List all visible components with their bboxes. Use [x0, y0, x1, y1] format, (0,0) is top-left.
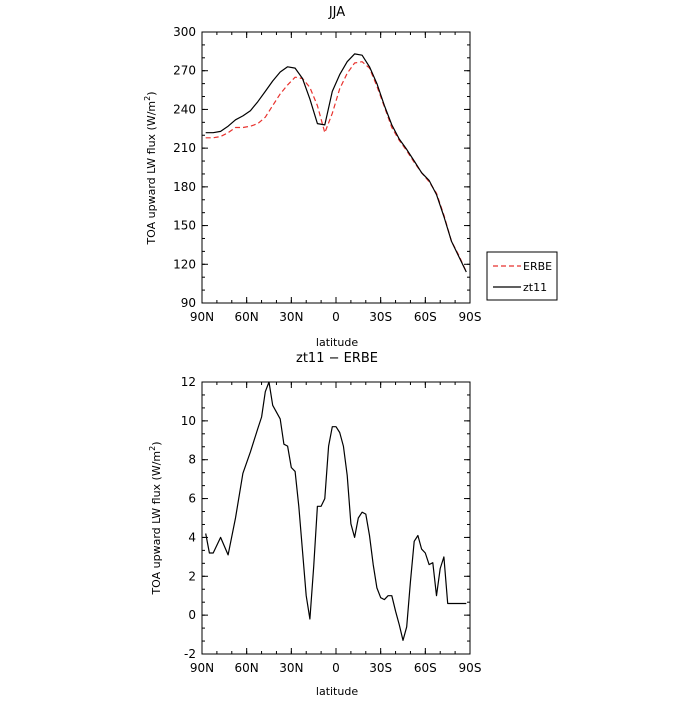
- x-axis-label: latitude: [316, 336, 358, 349]
- series-line-zt11: [205, 53, 467, 273]
- x-tick-label: 30S: [369, 310, 392, 324]
- y-tick-label: 2: [188, 569, 196, 583]
- chart-title: JJA: [328, 5, 345, 20]
- series-line-erbe: [205, 61, 467, 273]
- x-axis-label: latitude: [316, 685, 358, 698]
- y-tick-label: 300: [173, 25, 196, 39]
- y-tick-label: 180: [173, 180, 196, 194]
- legend-box: [486, 251, 558, 301]
- y-tick-label: 210: [173, 141, 196, 155]
- series-line-difference: [205, 381, 467, 642]
- x-tick-label: 30S: [369, 661, 392, 675]
- y-tick-label: 8: [188, 453, 196, 467]
- y-tick-label: 0: [188, 608, 196, 622]
- plot-frame: [201, 381, 471, 655]
- chart-title: zt11 − ERBE: [296, 351, 378, 366]
- x-tick-label: 90N: [190, 661, 214, 675]
- x-tick-label: 90S: [459, 661, 482, 675]
- x-tick-label: 60N: [235, 661, 259, 675]
- y-tick-label: 4: [188, 530, 196, 544]
- chart-panel-top: JJA 90N 60N 30N 0 30S 60S 90S 90 120 150 180 210 240…: [143, 5, 558, 349]
- y-tick-label: 6: [188, 492, 196, 506]
- legend-label-zt11: zt11: [523, 281, 547, 294]
- y-axis-label: TOA upward LW flux (W/m2): [143, 91, 158, 245]
- y-tick-label: 120: [173, 257, 196, 271]
- x-tick-label: 0: [332, 310, 340, 324]
- y-tick-label: 90: [181, 296, 196, 310]
- y-tick-label: 150: [173, 219, 196, 233]
- chart-panel-bottom: zt11 − ERBE 90N 60N 30N 0 30S 60S 90S -2 0 2 4 6 8 10…: [148, 351, 481, 698]
- x-tick-label: 90S: [459, 310, 482, 324]
- y-tick-label: 270: [173, 64, 196, 78]
- x-tick-label: 0: [332, 661, 340, 675]
- y-tick-label: 12: [181, 375, 196, 389]
- plot-frame: [201, 31, 471, 304]
- x-tick-label: 30N: [279, 310, 303, 324]
- x-tick-label: 90N: [190, 310, 214, 324]
- x-tick-label: 60S: [414, 661, 437, 675]
- x-tick-label: 60N: [235, 310, 259, 324]
- y-tick-label: 240: [173, 102, 196, 116]
- x-tick-label: 60S: [414, 310, 437, 324]
- y-axis-label: TOA upward LW flux (W/m2): [148, 441, 163, 595]
- legend-label-erbe: ERBE: [523, 260, 552, 273]
- y-tick-label: 10: [181, 414, 196, 428]
- chart-legend: ERBE zt11: [486, 251, 558, 301]
- y-tick-label: -2: [184, 647, 196, 661]
- x-tick-label: 30N: [279, 661, 303, 675]
